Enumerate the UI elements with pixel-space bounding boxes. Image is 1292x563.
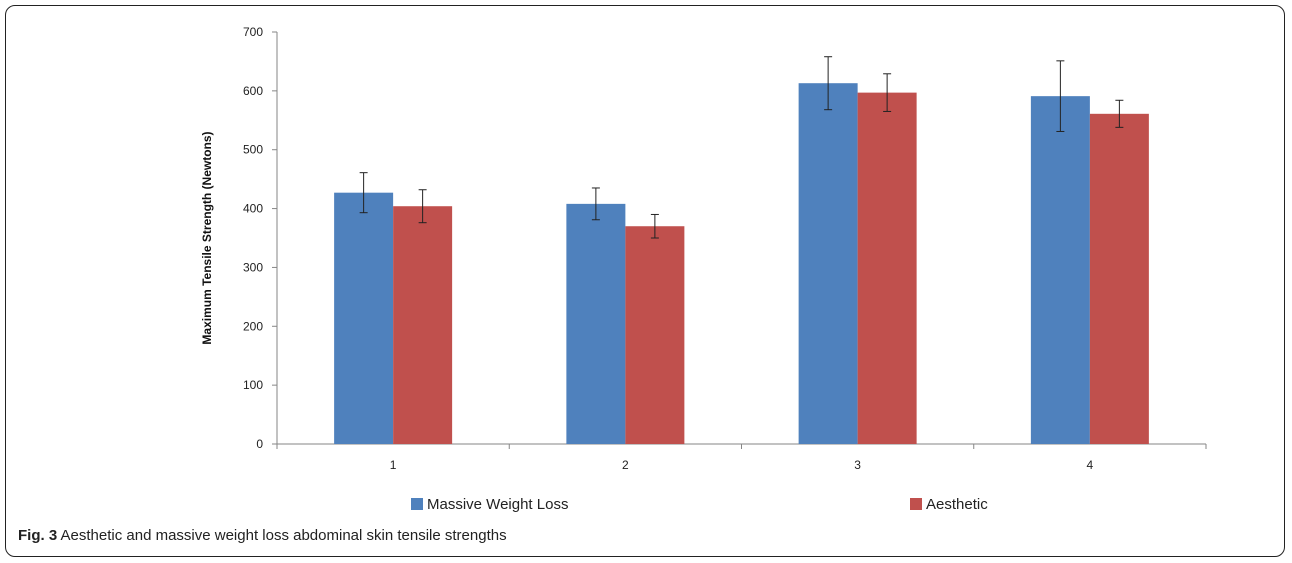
bar	[334, 192, 394, 444]
y-axis-ticks: 0 100 200 300 400 500 600 700	[243, 25, 277, 451]
bars	[334, 83, 1149, 444]
figure-number: Fig. 3	[18, 527, 58, 544]
y-tick-label: 100	[243, 378, 263, 392]
bar	[1089, 113, 1149, 444]
bar	[625, 226, 685, 444]
bar	[566, 203, 626, 444]
x-tick-label: 4	[1087, 458, 1094, 472]
legend-swatch	[411, 498, 423, 510]
x-tick-label: 3	[854, 458, 861, 472]
y-tick-label: 300	[243, 260, 263, 274]
error-bars	[359, 56, 1124, 239]
legend: Massive Weight Loss Aesthetic	[411, 496, 988, 513]
y-tick-label: 200	[243, 319, 263, 333]
x-tick-label: 1	[390, 458, 397, 472]
y-tick-label: 600	[243, 84, 263, 98]
y-tick-label: 400	[243, 202, 263, 216]
y-tick-label: 0	[256, 437, 263, 451]
legend-swatch	[910, 498, 922, 510]
figure-caption-text: Aesthetic and massive weight loss abdomi…	[60, 527, 507, 544]
x-tick-label: 2	[622, 458, 629, 472]
figure-frame: 0 100 200 300 400 500 600 700 1 2 3 4 Maximum Tens…	[5, 5, 1285, 557]
bar	[1030, 96, 1090, 444]
legend-label: Massive Weight Loss	[427, 496, 568, 513]
figure-caption: Fig. 3 Aesthetic and massive weight loss…	[18, 527, 507, 544]
y-axis-label: Maximum Tensile Strength (Newtons)	[200, 131, 214, 344]
bar	[798, 83, 858, 444]
x-axis-ticks: 1 2 3 4	[276, 444, 1207, 472]
bar	[393, 206, 453, 444]
y-tick-label: 700	[243, 25, 263, 39]
bar	[857, 92, 917, 444]
legend-label: Aesthetic	[926, 496, 988, 513]
y-tick-label: 500	[243, 143, 263, 157]
bar-chart: 0 100 200 300 400 500 600 700 1 2 3 4 Maximum Tens…	[200, 25, 1207, 513]
